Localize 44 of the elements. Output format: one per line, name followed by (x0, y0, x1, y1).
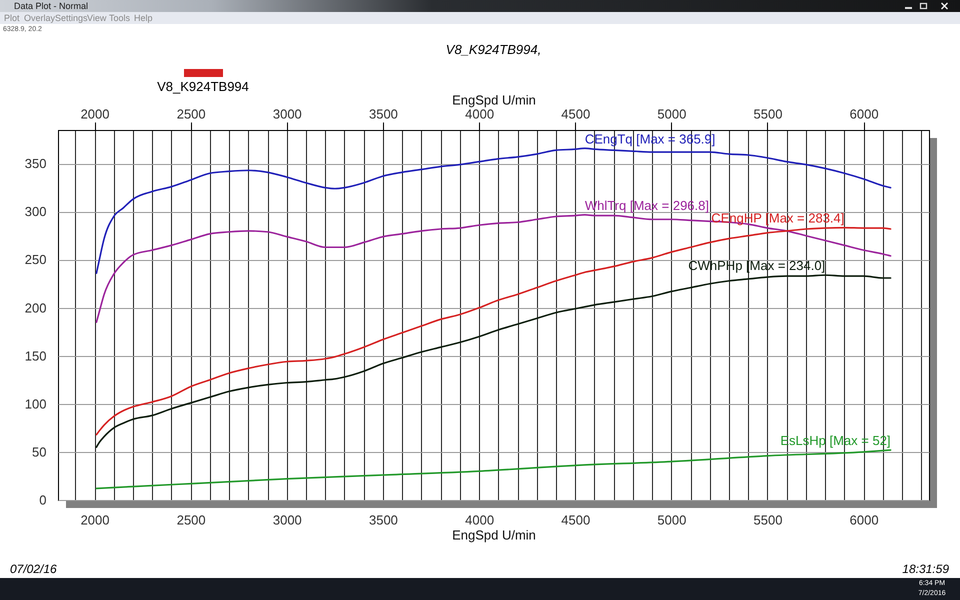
x2-tick-label: 2000 (80, 512, 110, 528)
x-tick-label: 4000 (465, 106, 494, 122)
x-tick-label: 4500 (561, 106, 590, 122)
line-series (96, 449, 892, 490)
text: Plot (4, 13, 20, 23)
y-tick-label: 0 (39, 492, 46, 508)
text: V8_K924TB994 (157, 79, 249, 94)
text: 07/02/16 (10, 562, 57, 576)
y-tick-label: 150 (24, 348, 46, 364)
x-tick-label: 3000 (272, 106, 302, 122)
y-tick-label: 300 (24, 204, 46, 220)
text: Overlay (24, 13, 56, 23)
chart-subtitle: V8_K924TB994, (446, 42, 542, 57)
y-tick-label: 100 (24, 396, 46, 412)
y-tick-label: 50 (32, 444, 46, 460)
x2-tick-label: 3000 (272, 512, 302, 528)
x2-tick-label: 4000 (465, 512, 494, 528)
line-series (96, 226, 892, 436)
x-tick-label: 5000 (657, 106, 686, 122)
text: Settings (55, 13, 88, 23)
line-series (96, 274, 892, 448)
x2-axis-title: EngSpd U/min (452, 92, 536, 108)
x-axis-title: EngSpd U/min (452, 528, 536, 542)
text: Data Plot - Normal (14, 1, 88, 11)
x2-tick-label: 6000 (850, 512, 879, 528)
line-series (96, 148, 892, 274)
line-series (96, 214, 892, 324)
text: View (87, 13, 106, 23)
x-tick-label: 6000 (850, 106, 879, 122)
text: 18:31:59 (902, 562, 949, 576)
y-tick-label: 200 (24, 300, 46, 316)
x2-tick-label: 3500 (368, 512, 398, 528)
x2-tick-label: 4500 (561, 512, 590, 528)
x-tick-label: 2500 (176, 106, 206, 122)
x-tick-label: 2000 (80, 106, 110, 122)
text: Tools (109, 13, 130, 23)
x-tick-label: 5500 (754, 106, 782, 122)
x2-tick-label: 5500 (754, 512, 782, 528)
y-tick-label: 250 (24, 252, 46, 268)
x2-tick-label: 5000 (657, 512, 686, 528)
y-tick-label: 350 (24, 156, 46, 172)
text: Help (134, 13, 153, 23)
x2-tick-label: 2500 (176, 512, 206, 528)
x-tick-label: 3500 (368, 106, 398, 122)
